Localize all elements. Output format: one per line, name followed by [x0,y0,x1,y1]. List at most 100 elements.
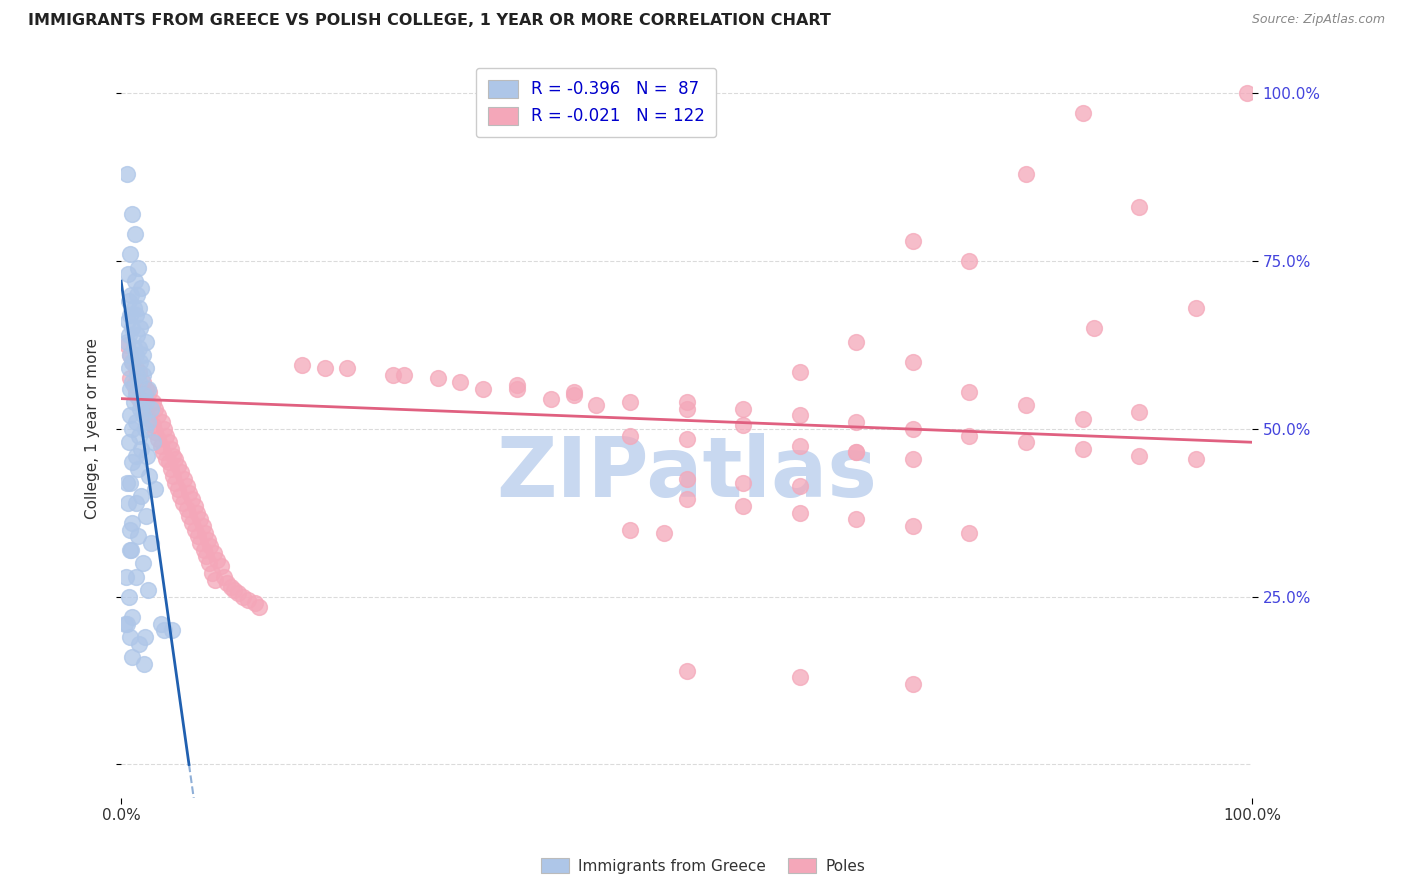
Point [125,348,148,362]
Point [150,415,173,429]
Point [120,371,142,385]
Point [121,609,143,624]
Point [181,516,204,530]
Point [128,637,150,651]
Point [291,358,314,372]
Point [193,542,215,557]
Point [153,422,176,436]
Point [115,338,138,352]
Point [125,368,148,383]
Point [959,254,981,268]
Point [121,207,143,221]
Point [120,542,142,557]
Point [959,384,981,399]
Point [619,395,641,409]
Point [120,409,142,423]
Point [139,401,162,416]
Point [1071,442,1094,456]
Point [652,525,675,540]
Point [207,553,229,567]
Point [901,234,924,248]
Point [232,590,254,604]
Point [127,462,149,476]
Point [135,382,157,396]
Point [177,509,200,524]
Point [226,586,249,600]
Point [127,529,149,543]
Point [138,384,160,399]
Point [1015,398,1038,412]
Point [426,371,449,385]
Point [117,314,139,328]
Point [217,576,239,591]
Point [1184,301,1206,315]
Point [733,401,755,416]
Point [845,512,868,526]
Point [138,468,160,483]
Point [132,314,155,328]
Point [789,365,811,379]
Point [115,616,138,631]
Point [202,546,225,560]
Legend: R = -0.396   N =  87, R = -0.021   N = 122: R = -0.396 N = 87, R = -0.021 N = 122 [477,68,717,137]
Point [336,361,359,376]
Point [243,596,266,610]
Point [128,301,150,315]
Point [191,519,214,533]
Point [562,388,585,402]
Point [131,442,153,456]
Point [125,287,148,301]
Point [136,449,159,463]
Point [121,354,143,368]
Point [1128,449,1150,463]
Point [136,415,159,429]
Point [733,475,755,490]
Point [506,378,529,392]
Point [120,247,142,261]
Point [169,489,191,503]
Point [204,573,226,587]
Point [128,392,150,406]
Point [162,449,184,463]
Point [188,512,211,526]
Point [124,274,146,288]
Point [1015,435,1038,450]
Point [148,432,170,446]
Point [139,536,162,550]
Point [127,260,149,275]
Point [114,616,136,631]
Point [125,327,148,342]
Point [224,582,246,597]
Point [901,422,924,436]
Point [197,533,219,547]
Text: IMMIGRANTS FROM GREECE VS POLISH COLLEGE, 1 YEAR OR MORE CORRELATION CHART: IMMIGRANTS FROM GREECE VS POLISH COLLEGE… [28,13,831,29]
Point [959,525,981,540]
Point [115,167,138,181]
Point [675,395,697,409]
Point [136,582,159,597]
Point [135,405,157,419]
Point [131,281,153,295]
Point [125,361,148,376]
Point [132,388,155,402]
Point [142,435,165,450]
Point [201,566,224,581]
Point [125,308,148,322]
Point [155,428,177,442]
Point [200,539,222,553]
Point [176,502,198,516]
Point [1128,405,1150,419]
Point [125,388,148,402]
Point [194,525,217,540]
Point [128,365,150,379]
Point [131,375,153,389]
Point [176,479,198,493]
Point [675,401,697,416]
Point [157,435,180,450]
Point [733,499,755,513]
Point [845,445,868,459]
Point [118,435,141,450]
Point [183,523,205,537]
Point [125,449,148,463]
Point [131,398,153,412]
